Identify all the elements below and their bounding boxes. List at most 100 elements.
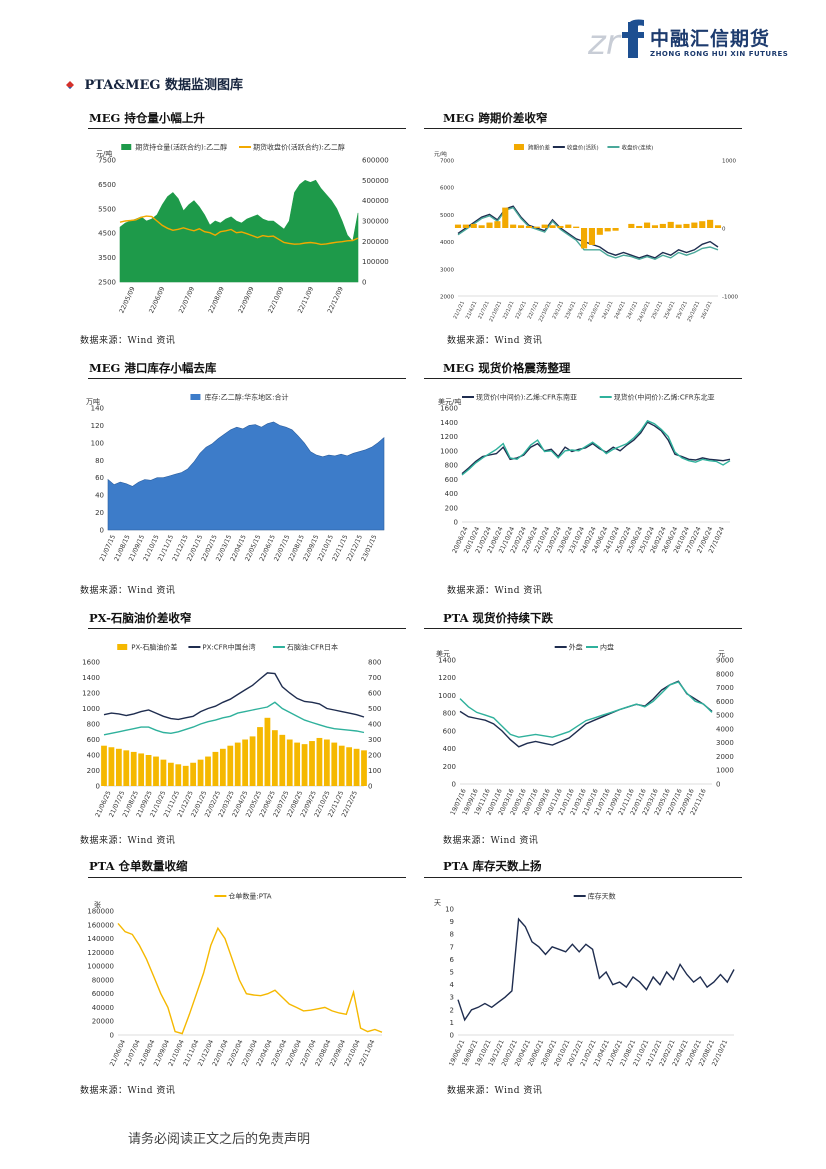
bar-mark xyxy=(190,762,197,786)
bar-mark xyxy=(699,221,706,228)
bar-mark xyxy=(212,751,219,786)
title-rule xyxy=(88,128,406,129)
legend-label: 期货收盘价(活跃合约):乙二醇 xyxy=(253,143,345,152)
bar-mark xyxy=(596,228,603,235)
line-series xyxy=(457,205,719,259)
bar-mark xyxy=(205,756,211,786)
disclaimer-footer: 请务必阅读正文之后的免责声明 xyxy=(128,1132,311,1147)
title-rule xyxy=(424,628,742,629)
y-tick-label: 80 xyxy=(95,457,104,465)
data-source-note: 数据来源：Wind 资讯 xyxy=(447,336,543,346)
x-tick-label: 25/10/21 xyxy=(686,300,701,323)
section-title: PTA&MEG 数据监测图库 xyxy=(66,74,243,93)
y-tick-label: 1200 xyxy=(82,690,100,698)
bar-mark xyxy=(581,228,588,249)
line-series xyxy=(457,206,719,261)
legend: 期货持仓量(活跃合约):乙二醇 期货收盘价(活跃合约):乙二醇 xyxy=(121,143,345,152)
y-tick-label: 7 xyxy=(450,943,454,951)
line-series xyxy=(119,215,359,246)
y-tick-label: 800 xyxy=(445,462,458,470)
bar-mark xyxy=(494,221,501,228)
data-source-note: 数据来源：Wind 资讯 xyxy=(80,836,176,846)
bar-mark xyxy=(541,224,548,228)
y-tick-label: 140 xyxy=(91,405,104,413)
y-tick-label: 160000 xyxy=(87,921,114,929)
bar-mark xyxy=(309,741,315,786)
legend: 仓单数量:PTA xyxy=(214,892,272,901)
y-tick-label: 40 xyxy=(95,492,104,500)
legend: 跨期价差 收盘价(活跃) 收盘价(连续) xyxy=(513,144,653,152)
x-tick-label: 22/1/21 xyxy=(502,300,515,320)
bar-mark xyxy=(286,739,293,786)
y-tick-label: 200 xyxy=(87,767,100,775)
y-tick-label: 1400 xyxy=(438,657,456,665)
bar-mark xyxy=(160,759,167,786)
company-logo: zr 中融汇信期货 ZHONG RONG HUI XIN FUTURES xyxy=(588,18,788,62)
chart-title: MEG 跨期价差收窄 xyxy=(443,111,548,125)
y-tick-label: 5500 xyxy=(98,205,116,213)
y-tick-label: 20 xyxy=(95,509,104,517)
y-tick-label: 2000 xyxy=(440,295,454,301)
x-tick-label: 22/10/09 xyxy=(267,286,285,315)
y-tick-label: 10 xyxy=(445,906,454,914)
axis-unit-label: 天 xyxy=(434,899,441,907)
y-tick-label: 200 xyxy=(443,763,456,771)
x-tick-label: 24/4/21 xyxy=(613,300,626,320)
line-series xyxy=(461,421,731,475)
chart-svg: 现货价(中间价):乙烯:CFR东南亚 现货价(中间价):乙烯:CFR东北亚 美元/吨… xyxy=(438,393,731,554)
x-tick-label: 26/1/21 xyxy=(700,300,713,320)
y-tick-label: 7500 xyxy=(98,157,116,165)
bar-mark xyxy=(279,734,286,786)
x-tick-label: 21/1/21 xyxy=(453,300,466,320)
y-tick-label: 1200 xyxy=(438,674,456,682)
line-series xyxy=(457,917,735,1022)
line-series xyxy=(459,680,713,748)
legend-label: PX:CFR中国台湾 xyxy=(202,643,255,652)
y-tick-label: 120 xyxy=(91,422,104,430)
bar-mark xyxy=(691,222,698,228)
bar-mark xyxy=(533,226,540,228)
legend-label: 期货持仓量(活跃合约):乙二醇 xyxy=(135,143,227,152)
x-tick-label: 22/06/09 xyxy=(148,286,166,315)
legend: 现货价(中间价):乙烯:CFR东南亚 现货价(中间价):乙烯:CFR东北亚 xyxy=(462,393,715,402)
bar-mark xyxy=(454,224,462,228)
line-series xyxy=(459,681,713,738)
legend-label: 仓单数量:PTA xyxy=(228,892,271,901)
x-tick-label: 22/05/09 xyxy=(118,286,136,315)
y-tick-label: 400 xyxy=(87,752,100,760)
bar-mark xyxy=(675,224,682,228)
y-tick-label: 6000 xyxy=(440,186,454,192)
y-tick-label: 4500 xyxy=(98,230,116,238)
x-tick-label: 24/7/21 xyxy=(626,300,639,320)
y-tick-label: 60000 xyxy=(92,990,114,998)
title-rule xyxy=(424,128,742,129)
chart-title: PTA 现货价持续下跌 xyxy=(443,611,554,625)
y-tick-label: 0 xyxy=(450,1032,454,1040)
y-tick-label-right: 3000 xyxy=(716,739,734,747)
bar-mark xyxy=(301,744,308,786)
area-series xyxy=(107,421,385,531)
line-series xyxy=(103,672,365,721)
y-tick-label: 100000 xyxy=(87,963,114,971)
chart-title: PX-石脑油价差收窄 xyxy=(89,611,192,625)
legend-label: 外盘 xyxy=(569,643,583,652)
chart-meg-calendar-spread: 跨期价差 收盘价(活跃) 收盘价(连续) 元/吨 7000 6000 5000 4000 300… xyxy=(434,136,742,326)
bar-mark xyxy=(683,223,690,228)
axis-unit-label: 元/吨 xyxy=(96,149,112,158)
x-tick-label: 21/7/21 xyxy=(477,300,490,320)
bar-mark xyxy=(138,753,145,786)
legend-swatch xyxy=(190,394,201,400)
bar-mark xyxy=(604,228,611,232)
line-series xyxy=(461,419,731,476)
y-tick-label-right: 200 xyxy=(368,752,381,760)
y-tick-label: 6 xyxy=(450,956,455,964)
bar-mark xyxy=(234,742,241,786)
y-tick-label: 1000 xyxy=(438,692,456,700)
y-tick-label-right: 1000 xyxy=(716,767,734,775)
bar-mark xyxy=(264,717,271,786)
x-tick-label: 22/11/09 xyxy=(297,286,315,315)
bar-mark xyxy=(338,745,345,786)
bar-mark xyxy=(130,751,137,786)
y-tick-label-right: 8000 xyxy=(716,670,734,678)
